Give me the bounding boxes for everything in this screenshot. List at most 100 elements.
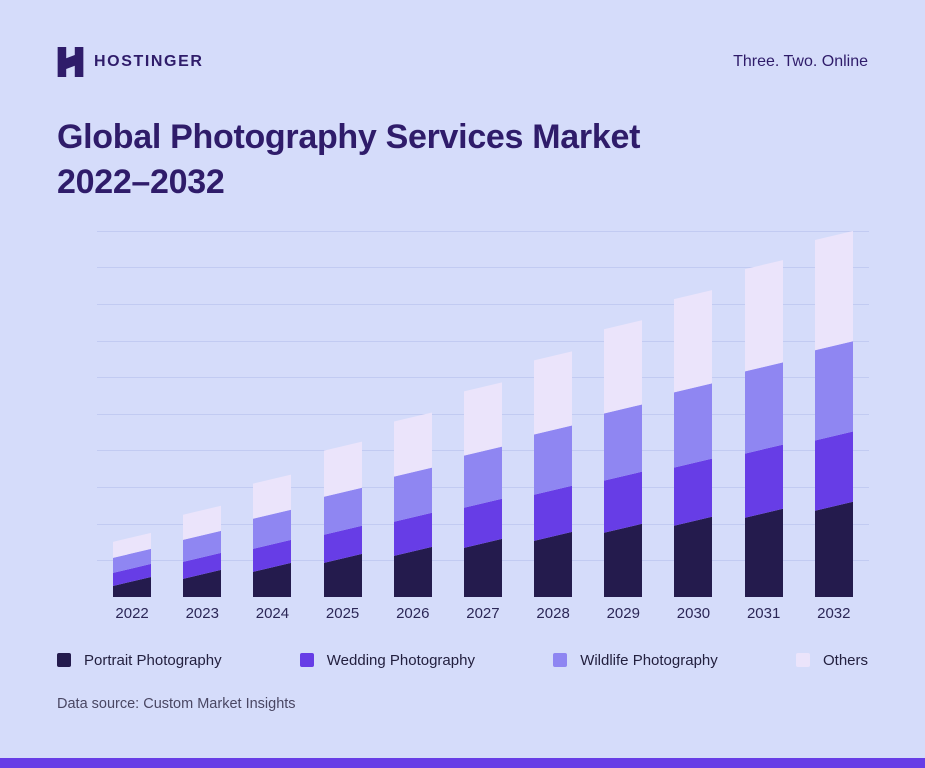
segment-others [674, 289, 713, 393]
bar-slot-2028 [518, 229, 588, 597]
stacked-bar-2027 [463, 382, 502, 597]
segment-wedding-photography [744, 444, 783, 518]
legend-label: Portrait Photography [84, 651, 222, 669]
legend-item-others: Others [795, 651, 868, 669]
x-axis-label-2024: 2024 [255, 604, 290, 622]
segment-portrait-photography [604, 523, 643, 597]
stacked-bar-2031 [744, 259, 783, 597]
hostinger-h-icon [57, 47, 84, 77]
stacked-bar-2023 [183, 505, 222, 597]
segment-wedding-photography [674, 458, 713, 526]
stacked-bar-2028 [534, 351, 573, 597]
stacked-bar-2029 [604, 319, 643, 597]
legend-item-wedding-photography: Wedding Photography [299, 651, 475, 669]
segment-portrait-photography [393, 546, 432, 597]
x-axis-label-2032: 2032 [817, 604, 851, 622]
segment-portrait-photography [744, 508, 783, 597]
segment-others [323, 441, 362, 497]
bar-slot-2025 [308, 229, 378, 597]
segment-wedding-photography [113, 563, 152, 586]
brand-name: HOSTINGER [94, 53, 204, 70]
stacked-bar-2025 [323, 441, 362, 597]
bar-slot-2024 [237, 229, 307, 597]
segment-wildlife-photography [814, 341, 853, 441]
segment-wedding-photography [323, 525, 362, 563]
legend-item-portrait-photography: Portrait Photography [57, 652, 222, 669]
chart [97, 229, 869, 597]
legend-swatch [553, 653, 568, 668]
segment-portrait-photography [183, 569, 222, 597]
gridline [97, 267, 869, 269]
segment-portrait-photography [534, 531, 573, 597]
x-axis-label-2023: 2023 [185, 604, 219, 622]
segment-portrait-photography [253, 562, 292, 597]
segment-portrait-photography [463, 538, 502, 597]
bar-slot-2031 [729, 229, 799, 597]
x-axis-label-2029: 2029 [606, 604, 640, 622]
stacked-bar-2032 [814, 230, 853, 597]
data-source-note: Data source: Custom Market Insights [57, 695, 296, 712]
bar-slot-2026 [378, 229, 448, 597]
segment-others [393, 412, 432, 477]
segment-others [463, 382, 502, 456]
segment-wedding-photography [814, 431, 853, 511]
segment-others [113, 532, 152, 558]
brand-tagline: Three. Two. Online [733, 53, 868, 70]
segment-others [604, 319, 643, 414]
gridline [97, 230, 869, 232]
segment-wildlife-photography [183, 530, 222, 562]
gridline [97, 377, 869, 379]
bar-slot-2030 [658, 229, 728, 597]
stacked-bar-2026 [393, 412, 432, 597]
x-axis-label-2022: 2022 [115, 604, 149, 622]
segment-wildlife-photography [253, 509, 292, 549]
bar-slot-2022 [97, 229, 167, 597]
segment-wildlife-photography [323, 487, 362, 535]
bar-slot-2027 [448, 229, 518, 597]
segment-wedding-photography [253, 539, 292, 572]
x-axis-labels: 2022 2023 2024 2025 2026 2027 2028 2029 2030 2031… [97, 605, 869, 622]
segment-portrait-photography [113, 576, 152, 597]
bars [97, 229, 869, 597]
bar-slot-2032 [799, 229, 869, 597]
segment-wedding-photography [393, 512, 432, 556]
segment-others [814, 230, 853, 351]
chart-wrap: 2022 2023 2024 2025 2026 2027 2028 2029 2030 2031… [97, 229, 869, 622]
x-axis-label-2028: 2028 [536, 604, 570, 622]
stacked-bar-2030 [674, 289, 713, 597]
segment-wildlife-photography [744, 362, 783, 454]
legend-label: Wildlife Photography [580, 651, 718, 669]
x-axis-label-2031: 2031 [746, 604, 781, 622]
segment-portrait-photography [323, 553, 362, 597]
legend-swatch [57, 653, 71, 668]
gridline [97, 303, 869, 305]
segment-others [744, 259, 783, 372]
segment-others [534, 351, 573, 435]
x-axis-label-2026: 2026 [396, 604, 430, 622]
legend-swatch [299, 653, 314, 668]
legend-label: Others [822, 651, 868, 669]
legend-label: Wedding Photography [326, 651, 475, 669]
segment-others [253, 474, 292, 519]
x-axis-label-2027: 2027 [466, 604, 500, 622]
legend-item-wildlife-photography: Wildlife Photography [553, 652, 718, 669]
bottom-accent-bar [0, 758, 925, 768]
stacked-bar-2024 [253, 474, 292, 597]
legend-swatch [795, 653, 810, 668]
segment-others [183, 505, 222, 540]
segment-wildlife-photography [604, 404, 643, 481]
bar-slot-2023 [167, 229, 237, 597]
chart-legend: Portrait Photography Wedding Photography W… [57, 652, 868, 669]
segment-wildlife-photography [463, 446, 502, 508]
page-title: Global Photography Services Market 2022–… [57, 115, 868, 205]
page-title-line2: 2022–2032 [57, 162, 225, 201]
x-axis-label-2025: 2025 [325, 604, 360, 622]
segment-wildlife-photography [534, 425, 573, 495]
segment-portrait-photography [674, 516, 713, 597]
segment-wedding-photography [183, 552, 222, 579]
header: HOSTINGER Three. Two. Online [57, 45, 868, 79]
segment-wedding-photography [604, 471, 643, 533]
segment-wildlife-photography [113, 548, 152, 573]
bar-slot-2029 [588, 229, 658, 597]
